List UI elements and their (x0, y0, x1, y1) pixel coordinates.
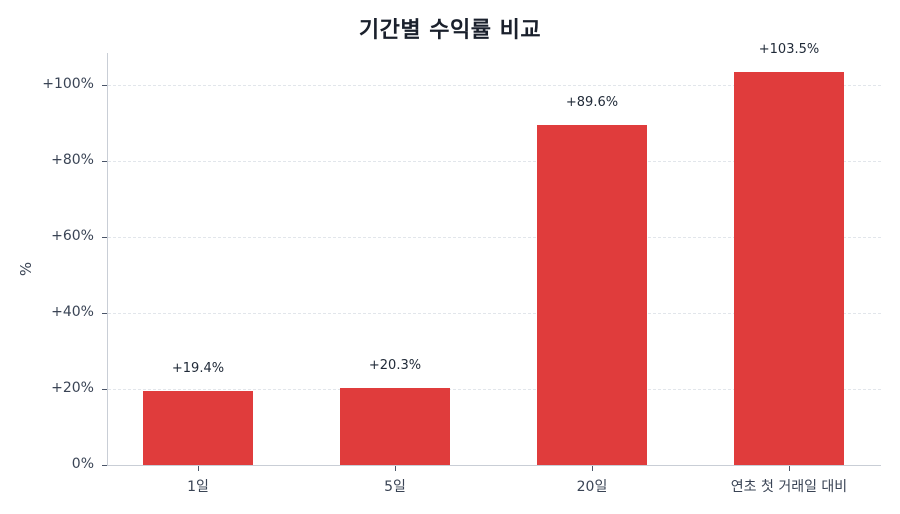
x-tick (198, 466, 199, 471)
y-axis-label: % (17, 261, 35, 277)
bar (537, 124, 647, 465)
chart-title: 기간별 수익률 비교 (358, 18, 542, 43)
x-tick-label: 5일 (384, 479, 406, 495)
x-tick-label: 1일 (187, 479, 209, 495)
y-tick (102, 389, 107, 390)
y-tick-label: +100% (42, 76, 94, 92)
bar (734, 71, 844, 465)
y-tick (102, 237, 107, 238)
x-tick-label: 연초 첫 거래일 대비 (730, 479, 848, 495)
y-tick (102, 161, 107, 162)
gridline (108, 161, 881, 162)
y-tick (102, 465, 107, 466)
bar-value-label: +89.6% (565, 94, 619, 110)
gridline (108, 313, 881, 314)
x-tick-label: 20일 (576, 479, 608, 495)
y-tick-label: 0% (71, 456, 94, 472)
y-axis-line (107, 53, 108, 466)
bar-value-label: +20.3% (368, 357, 422, 373)
gridline (108, 237, 881, 238)
y-tick-label: +40% (51, 304, 94, 320)
bar (143, 391, 253, 465)
y-tick-label: +60% (51, 228, 94, 244)
x-tick (395, 466, 396, 471)
x-axis-line (107, 465, 881, 466)
x-tick (789, 466, 790, 471)
y-tick-label: +80% (51, 152, 94, 168)
x-tick (592, 466, 593, 471)
gridline (108, 85, 881, 86)
bar-value-label: +103.5% (758, 41, 820, 57)
gridline (108, 389, 881, 390)
y-tick-label: +20% (51, 380, 94, 396)
bar-value-label: +19.4% (171, 361, 225, 377)
y-tick (102, 85, 107, 86)
bar (340, 387, 450, 465)
y-tick (102, 313, 107, 314)
